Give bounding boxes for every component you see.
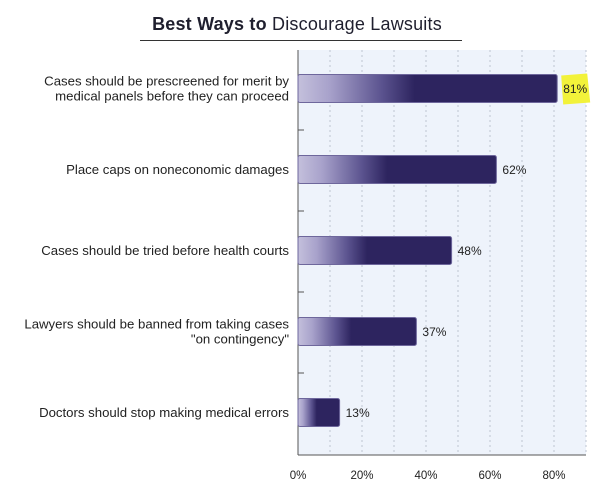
category-label: Cases should be prescreened for merit by xyxy=(44,74,289,89)
x-tick-label: 20% xyxy=(350,470,373,482)
value-highlight xyxy=(561,73,591,105)
x-tick-label: 40% xyxy=(414,470,437,482)
chart-title: Best Ways to Discourage Lawsuits xyxy=(0,14,594,35)
category-label: Place caps on noneconomic damages xyxy=(66,162,289,177)
bar xyxy=(297,236,453,265)
category-label: Lawyers should be banned from taking cas… xyxy=(24,317,289,332)
title-underline xyxy=(140,40,462,41)
value-label: 81% xyxy=(563,82,587,96)
chart-title-regular: Discourage Lawsuits xyxy=(272,14,442,34)
x-tick-label: 60% xyxy=(478,470,501,482)
value-label: 13% xyxy=(346,406,370,420)
bar xyxy=(297,155,497,184)
bar xyxy=(297,74,558,103)
category-label: Cases should be tried before health cour… xyxy=(41,243,289,258)
bar xyxy=(297,398,341,427)
category-label: medical panels before they can proceed xyxy=(55,89,289,104)
category-label: "on contingency" xyxy=(191,332,289,347)
value-label: 62% xyxy=(502,163,526,177)
bar xyxy=(297,317,417,346)
category-label: Doctors should stop making medical error… xyxy=(39,405,289,420)
plot-area: 0% 20% 40% 60% 80% 81% Cases should be prescre… xyxy=(24,50,591,482)
value-label: 37% xyxy=(422,325,446,339)
x-tick-label: 0% xyxy=(290,470,307,482)
x-tick-label: 80% xyxy=(542,470,565,482)
value-label: 48% xyxy=(458,244,482,258)
chart-title-bold: Best Ways to xyxy=(152,14,267,34)
